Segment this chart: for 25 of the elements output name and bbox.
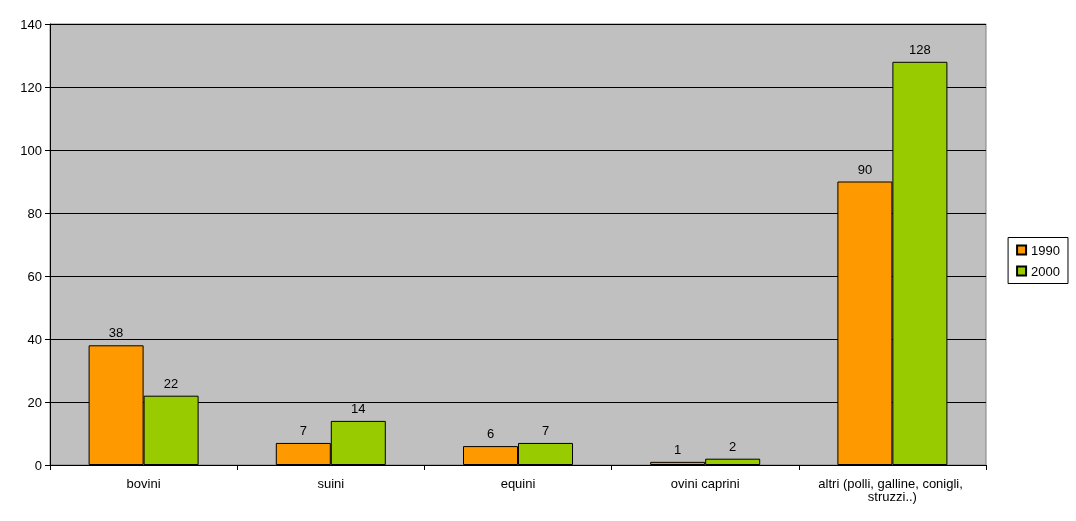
data-label: 128 <box>909 41 931 57</box>
y-tick-label: 80 <box>27 205 42 221</box>
data-label: 1 <box>674 441 682 457</box>
y-tick-label: 0 <box>34 457 42 473</box>
x-tick-label: ovini caprini <box>670 476 740 491</box>
y-tick-label: 140 <box>20 16 42 32</box>
data-label: 7 <box>541 422 550 438</box>
y-tick-label: 100 <box>20 142 42 158</box>
x-tick-label: equini <box>500 476 536 491</box>
legend-label: 2000 <box>1031 263 1060 279</box>
x-tick-label: suini <box>317 476 345 491</box>
y-tick-label: 20 <box>27 394 42 410</box>
data-label: 90 <box>857 161 873 177</box>
y-tick-label: 120 <box>20 79 42 95</box>
y-tick-label: 40 <box>27 331 42 347</box>
legend-label: 1990 <box>1031 242 1060 258</box>
data-label: 14 <box>351 400 366 416</box>
data-label: 6 <box>486 426 495 442</box>
data-label: 22 <box>163 375 179 391</box>
x-tick-label: altri (polli, galline, conigli, struzzi..) <box>818 476 967 504</box>
data-label: 38 <box>108 325 124 341</box>
data-label: 2 <box>729 438 737 454</box>
data-label: 7 <box>299 422 307 438</box>
x-tick-label: bovini <box>126 476 161 491</box>
y-tick-label: 60 <box>27 268 42 284</box>
